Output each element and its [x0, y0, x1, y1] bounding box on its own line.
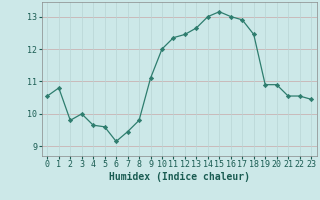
X-axis label: Humidex (Indice chaleur): Humidex (Indice chaleur) [109, 172, 250, 182]
